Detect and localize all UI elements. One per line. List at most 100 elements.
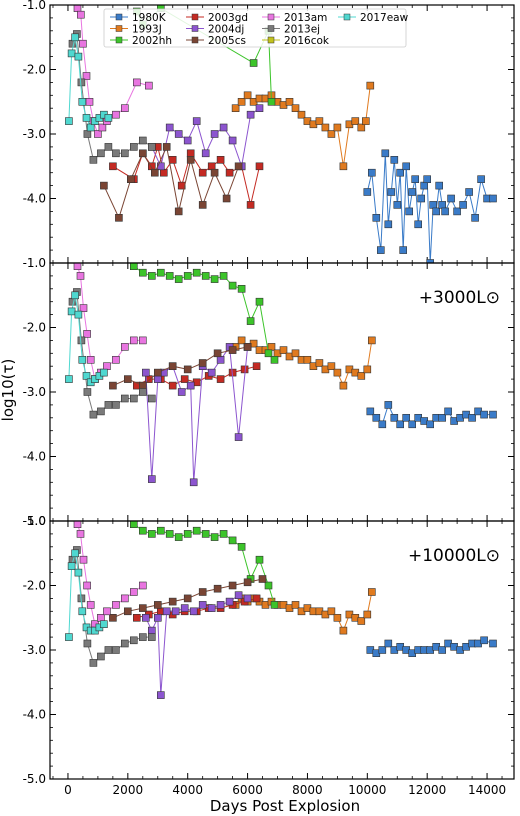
data-point-2013am bbox=[73, 263, 82, 271]
data-point-2005cs bbox=[151, 168, 159, 177]
data-point-2013ej bbox=[83, 130, 92, 138]
data-point-2013am bbox=[103, 607, 111, 616]
data-point-2017eaw bbox=[71, 549, 79, 558]
data-point-1980K bbox=[376, 246, 385, 254]
y-tick-label: -1.0 bbox=[23, 0, 46, 12]
data-point-1993J bbox=[267, 343, 276, 351]
data-point-1993J bbox=[333, 123, 342, 132]
data-point-2002hh bbox=[130, 521, 138, 529]
y-tick-label: -2.0 bbox=[23, 321, 46, 335]
data-point-2005cs bbox=[139, 381, 147, 390]
data-point-2005cs bbox=[154, 368, 162, 377]
data-point-2002hh bbox=[264, 349, 273, 358]
data-point-2002hh bbox=[148, 272, 156, 280]
data-point-2003gd bbox=[252, 362, 261, 371]
data-point-2013ej bbox=[97, 149, 105, 158]
panel-annotation: +10000L⊙ bbox=[408, 546, 500, 566]
data-point-2013am bbox=[77, 10, 85, 19]
data-point-2004dj bbox=[225, 597, 234, 606]
data-point-2005cs bbox=[127, 175, 135, 183]
data-point-1980K bbox=[402, 413, 411, 422]
data-point-2005cs bbox=[124, 375, 132, 383]
series-line-2005cs bbox=[103, 145, 240, 220]
data-point-2013am bbox=[73, 521, 82, 529]
data-point-1980K bbox=[489, 194, 497, 203]
panel-middle: -5.0 -4.0 -3.0 -2.0 -1.0 +3000L⊙ bbox=[23, 256, 515, 528]
data-point-2003gd bbox=[225, 168, 234, 177]
legend-label-2017eaw: 2017eaw bbox=[360, 12, 409, 24]
data-point-1993J bbox=[279, 346, 288, 354]
data-point-1980K bbox=[447, 194, 455, 203]
data-point-1980K bbox=[366, 407, 375, 416]
data-point-2013am bbox=[79, 555, 88, 564]
data-point-1980K bbox=[468, 413, 476, 422]
data-point-1993J bbox=[297, 110, 306, 119]
legend-marker-2005cs bbox=[191, 36, 199, 44]
data-point-2004dj bbox=[246, 110, 255, 119]
data-point-1980K bbox=[381, 149, 390, 158]
data-point-2002hh bbox=[201, 272, 210, 280]
y-tick-label: -1.0 bbox=[23, 514, 46, 528]
data-point-2013ej bbox=[83, 639, 92, 648]
data-point-2004dj bbox=[189, 607, 198, 616]
panel-annotation: +3000L⊙ bbox=[419, 288, 500, 308]
data-point-1993J bbox=[357, 372, 366, 380]
legend-marker-2003gd bbox=[191, 13, 199, 21]
data-point-2013am bbox=[139, 581, 147, 590]
data-point-2013am bbox=[133, 78, 141, 87]
data-point-2013ej bbox=[130, 143, 138, 151]
data-point-2004dj bbox=[186, 381, 195, 390]
data-point-2005cs bbox=[210, 168, 219, 177]
data-point-2002hh bbox=[267, 98, 276, 106]
data-point-2002hh bbox=[165, 530, 174, 538]
data-point-2005cs bbox=[213, 584, 222, 593]
panel-frame bbox=[49, 520, 515, 780]
data-point-2005cs bbox=[243, 578, 252, 587]
data-point-2017eaw bbox=[82, 372, 91, 380]
data-point-2002hh bbox=[237, 284, 246, 293]
data-point-2005cs bbox=[234, 162, 243, 171]
data-point-2005cs bbox=[222, 194, 231, 203]
data-point-2005cs bbox=[198, 588, 207, 596]
data-point-2002hh bbox=[174, 275, 183, 283]
data-point-2003gd bbox=[216, 156, 225, 164]
data-point-2002hh bbox=[210, 275, 219, 283]
data-point-2013ej bbox=[148, 394, 156, 403]
data-point-2017eaw bbox=[82, 114, 91, 122]
data-point-2013am bbox=[112, 355, 120, 364]
data-point-2013am bbox=[83, 581, 91, 590]
data-point-2013ej bbox=[121, 149, 129, 158]
y-tick-label: -2.0 bbox=[23, 579, 46, 593]
data-point-1980K bbox=[489, 410, 497, 419]
data-point-2003gd bbox=[198, 168, 207, 177]
data-point-1993J bbox=[237, 98, 246, 106]
y-axis-title: log10(τ) bbox=[0, 359, 17, 422]
data-point-2013am bbox=[97, 613, 105, 622]
data-point-2005cs bbox=[174, 207, 183, 216]
data-point-2017eaw bbox=[86, 123, 95, 132]
data-point-2002hh bbox=[255, 555, 264, 564]
data-point-1980K bbox=[387, 188, 396, 196]
data-point-1980K bbox=[435, 181, 444, 190]
data-point-2003gd bbox=[133, 613, 141, 622]
data-point-2013am bbox=[112, 601, 120, 609]
data-point-1980K bbox=[393, 201, 402, 209]
data-point-2002hh bbox=[255, 297, 264, 306]
data-point-1993J bbox=[231, 104, 240, 112]
data-point-2002hh bbox=[183, 530, 192, 538]
data-point-2003gd bbox=[109, 162, 117, 171]
data-point-2005cs bbox=[258, 575, 267, 583]
data-point-2013am bbox=[121, 343, 129, 351]
data-point-1980K bbox=[417, 194, 426, 203]
data-point-2002hh bbox=[139, 268, 147, 277]
data-point-1980K bbox=[399, 246, 408, 254]
data-point-2005cs bbox=[243, 343, 252, 351]
legend-label-2005cs: 2005cs bbox=[208, 35, 246, 47]
data-point-2004dj bbox=[148, 626, 156, 635]
data-point-1980K bbox=[396, 420, 405, 429]
data-point-1980K bbox=[408, 420, 417, 429]
data-point-2013am bbox=[86, 355, 95, 364]
data-point-2013ej bbox=[89, 659, 98, 667]
y-tick-label: -3.0 bbox=[23, 643, 46, 657]
data-point-1993J bbox=[367, 336, 376, 345]
